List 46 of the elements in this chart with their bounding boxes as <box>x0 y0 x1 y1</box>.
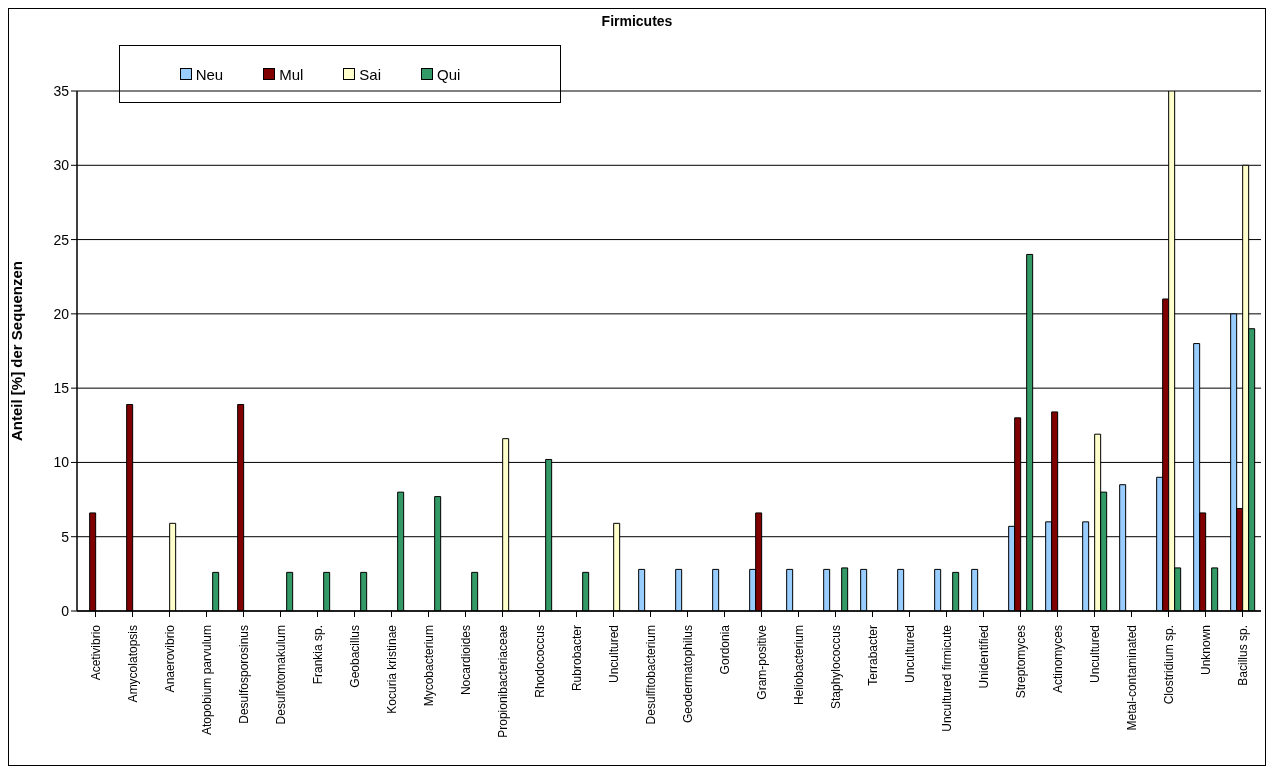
x-tick-label: Acetivibrio <box>88 624 103 681</box>
y-axis-title: Anteil [%] der Sequenzen <box>8 260 26 442</box>
x-tick-label: Desulfotomakulum <box>273 625 288 725</box>
x-tick-label: Staphylococcus <box>828 625 843 710</box>
x-tick-label: Gordonia <box>717 624 732 675</box>
y-tick-label: 35 <box>53 82 70 99</box>
legend-label: Neu <box>194 65 224 83</box>
x-tick-label: Desulfitobacterium <box>643 625 658 725</box>
x-tick-label: Mycobacterium <box>421 625 436 707</box>
x-tick-label: Gram-positive <box>754 624 769 700</box>
x-tick-label: Propionibacteriaceae <box>495 624 510 738</box>
x-tick-label: Clostridium sp. <box>1161 625 1176 705</box>
x-tick-label: Uncultured <box>1087 625 1102 684</box>
x-tick-label: Rhodococcus <box>532 625 547 698</box>
legend-label: Qui <box>436 65 461 83</box>
x-tick-label: Desulfosporosinus <box>236 625 251 724</box>
y-tick-label: 15 <box>53 380 70 397</box>
y-tick-label: 0 <box>61 602 70 619</box>
legend-label: Sai <box>358 65 382 83</box>
x-tick-label: Frankia sp. <box>310 625 325 685</box>
y-tick-label: 20 <box>53 305 70 322</box>
x-tick-label: Bacillus sp. <box>1235 625 1250 686</box>
x-tick-label: Geobacillus <box>347 625 362 688</box>
x-tick-label: Streptomyces <box>1013 625 1028 699</box>
x-tick-label: Unidentified <box>976 625 991 689</box>
x-tick-label: Amycolatopsis <box>125 625 140 703</box>
x-tick-label: Unknown <box>1198 625 1213 676</box>
x-tick-label: Metal-contaminated <box>1124 625 1139 731</box>
x-tick-label: Uncultured <box>606 625 621 684</box>
x-tick-label: Terrabacter <box>865 625 880 686</box>
chart-title: Firmicutes <box>600 13 674 29</box>
y-tick-label: 30 <box>53 157 70 174</box>
x-tick-label: Atopobium parvulum <box>199 625 214 736</box>
x-tick-label: Kocuria kristinae <box>384 624 399 714</box>
y-tick-label: 5 <box>61 528 70 545</box>
y-tick-label: 25 <box>53 231 70 248</box>
x-tick-label: Rubrobacter <box>569 625 584 692</box>
x-tick-label: Nocardioides <box>458 625 473 696</box>
x-tick-label: Actinomyces <box>1050 625 1065 694</box>
legend-label: Mul <box>278 65 304 83</box>
x-tick-label: Anaerovibrio <box>162 624 177 693</box>
x-tick-label: Heliobacterium <box>791 625 806 706</box>
x-tick-label: Geodermatophilus <box>680 625 695 724</box>
y-tick-label: 10 <box>53 454 70 471</box>
x-tick-label: Uncultured <box>902 625 917 684</box>
x-tick-label: Uncultured firmicute <box>939 624 954 732</box>
